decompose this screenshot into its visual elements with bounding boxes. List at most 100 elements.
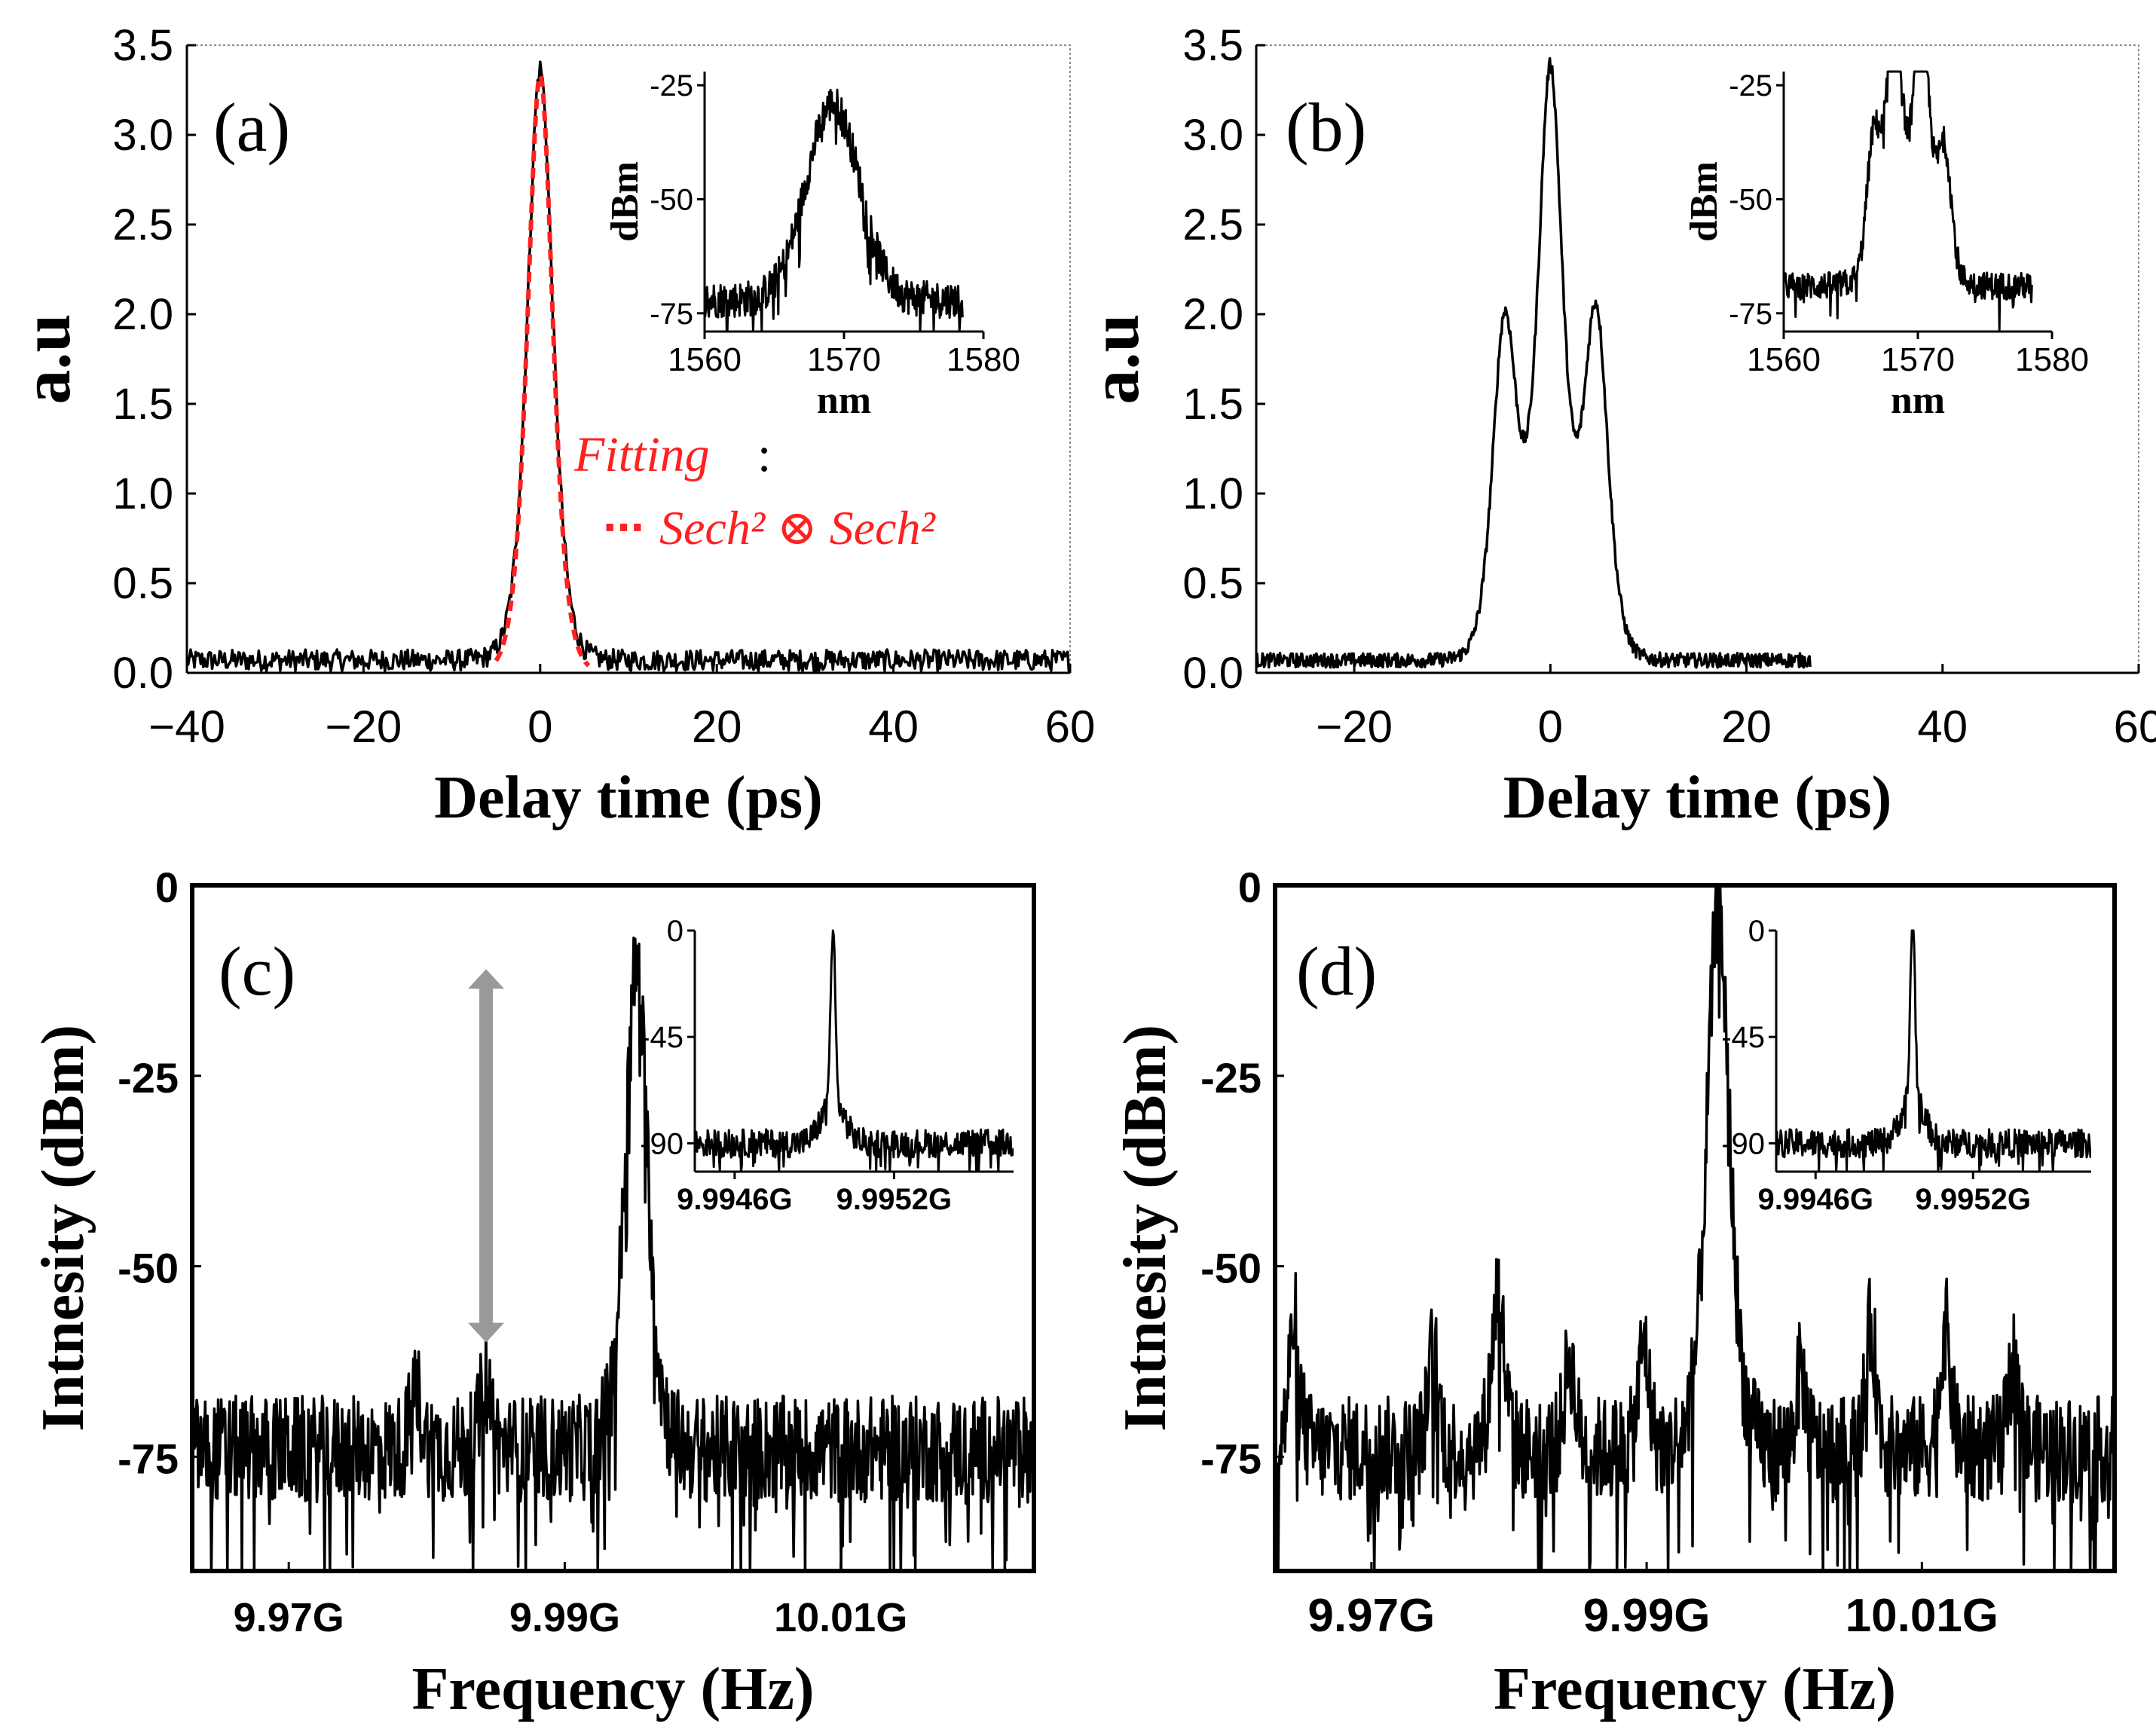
legend-dotted-marker: ∙∙∙ (603, 499, 644, 555)
series-line-rf-spectrum (192, 936, 1034, 1571)
y-axis-label: Intnesity (dBm) (1112, 1025, 1179, 1432)
fitting-annotation: Fitting (573, 427, 710, 482)
series-line-rf-spectrum (1275, 885, 2115, 1571)
plot-frame (1273, 883, 2117, 1573)
inset-x-axis-label: nm (817, 379, 871, 422)
double-arrow-shaft (479, 986, 494, 1326)
y-tick-label: -75 (118, 1435, 179, 1482)
x-tick-label: 20 (1721, 701, 1772, 752)
inset-y-tick-label: -90 (1721, 1127, 1765, 1160)
y-tick-label: 1.5 (112, 380, 173, 429)
panel-a: 0.0 0.5 1.0 1.5 2.0 2.5 3.0 3.5 −40 −20 0 20 40 60 Del… (8, 21, 1095, 831)
y-tick-label: 2.0 (1182, 290, 1243, 339)
panel-label: (a) (213, 89, 290, 166)
y-tick-label: 0.5 (1182, 559, 1243, 608)
double-arrow-head-down (468, 1322, 505, 1343)
x-tick-label: 9.97G (1307, 1590, 1435, 1642)
plot-frame (1255, 44, 2139, 674)
y-tick-label: -75 (1200, 1435, 1261, 1482)
inset-series-line (1784, 70, 2033, 332)
inset-x-tick-label: 1570 (807, 341, 881, 378)
y-axis-label: a.u (1076, 313, 1153, 404)
x-axis-label: Frequency (Hz) (412, 1656, 815, 1722)
y-tick-label: 1.0 (112, 469, 173, 518)
double-arrow-head-up (468, 969, 505, 989)
x-axis-label: Frequency (Hz) (1494, 1656, 1896, 1722)
panel-b: 0.0 0.5 1.0 1.5 2.0 2.5 3.0 3.5 −20 0 20 40 60 Delay … (1076, 21, 2156, 831)
inset-x-tick-label: 9.9952G (1916, 1183, 2031, 1216)
y-tick-label: 0.5 (112, 559, 173, 608)
inset-x-tick-label: 9.9946G (1758, 1183, 1873, 1216)
inset-series-line (705, 88, 964, 332)
x-tick-label: 10.01G (774, 1595, 907, 1640)
y-axis-label: a.u (8, 313, 84, 404)
inset-d: 0 -45 -90 9.9946G 9.9952G (1721, 915, 2091, 1216)
x-tick-label: 0 (1538, 701, 1563, 752)
x-axis-label: Delay time (ps) (1503, 765, 1891, 831)
y-tick-label: 1.0 (1182, 469, 1243, 518)
y-tick-label: 2.5 (112, 200, 173, 249)
x-tick-label: 0 (528, 701, 552, 752)
y-tick-label: 3.0 (112, 111, 173, 160)
panel-label: (c) (219, 933, 295, 1010)
y-tick-label: 3.0 (1182, 111, 1243, 160)
series-line-autocorrelation (187, 60, 1070, 673)
x-tick-label: 10.01G (1846, 1590, 1999, 1642)
panel-label: (b) (1286, 89, 1366, 166)
inset-y-tick-label: -90 (640, 1127, 683, 1160)
inset-x-tick-label: 1580 (946, 341, 1020, 378)
inset-y-tick-label: -50 (650, 183, 693, 216)
inset-y-tick-label: -25 (650, 69, 693, 102)
y-tick-label: 3.5 (1182, 21, 1243, 70)
y-tick-label: 0 (155, 863, 179, 911)
inset-y-tick-label: -45 (640, 1021, 683, 1054)
inset-a: -25 -50 -75 1560 1570 1580 nm dBm (604, 69, 1020, 422)
x-tick-label: 60 (2114, 701, 2156, 752)
panel-label: (d) (1296, 933, 1377, 1010)
inset-x-tick-label: 1570 (1881, 341, 1955, 378)
inset-y-tick-label: 0 (667, 915, 683, 948)
x-tick-label: 9.97G (234, 1595, 344, 1640)
inset-y-tick-label: -75 (1729, 298, 1772, 331)
y-axis-label: Intnesity (dBm) (30, 1025, 96, 1432)
x-tick-label: 40 (868, 701, 919, 752)
inset-y-tick-label: -25 (1729, 69, 1772, 102)
x-tick-label: 40 (1917, 701, 1968, 752)
inset-y-axis-label: dBm (1683, 161, 1726, 242)
x-tick-label: −20 (326, 701, 402, 752)
x-tick-label: 60 (1045, 701, 1096, 752)
inset-y-tick-label: 0 (1748, 915, 1765, 948)
y-tick-label: 0.0 (1182, 649, 1243, 698)
inset-y-tick-label: -45 (1721, 1021, 1765, 1054)
inset-x-tick-label: 9.9952G (836, 1183, 952, 1216)
plot-frame (190, 883, 1036, 1573)
panel-d: 0 -25 -50 -75 9.97G 9.99G 10.01G Frequency (Hz)… (1112, 863, 2117, 1722)
x-axis-label: Delay time (ps) (434, 765, 822, 831)
series-line-autocorrelation (1256, 57, 1812, 669)
inset-x-tick-label: 1560 (1747, 341, 1821, 378)
panel-c: 0 -25 -50 -75 9.97G 9.99G 10.01G Frequency (Hz)… (30, 863, 1036, 1722)
inset-series-line (695, 929, 1014, 1172)
inset-c: 0 -45 -90 9.9946G 9.9952G (640, 915, 1014, 1216)
inset-y-tick-label: -75 (650, 298, 693, 331)
y-tick-label: 1.5 (1182, 380, 1243, 429)
inset-y-tick-label: -50 (1729, 183, 1772, 216)
inset-x-axis-label: nm (1891, 379, 1945, 422)
x-tick-label: −20 (1316, 701, 1393, 752)
inset-series-line (1776, 929, 2091, 1172)
y-tick-label: -50 (118, 1245, 179, 1292)
y-tick-label: -50 (1200, 1245, 1261, 1292)
inset-x-tick-label: 1580 (2015, 341, 2089, 378)
inset-b: -25 -50 -75 1560 1570 1580 nm dBm (1683, 69, 2089, 422)
inset-x-tick-label: 1560 (668, 341, 742, 378)
series-line-sech-sech-fit (494, 73, 591, 668)
inset-x-tick-label: 9.9946G (677, 1183, 792, 1216)
inset-y-axis-label: dBm (604, 161, 647, 242)
y-tick-label: 3.5 (112, 21, 173, 70)
plot-frame (186, 44, 1071, 674)
fitting-colon: : (757, 427, 771, 482)
y-tick-label: -25 (1200, 1054, 1261, 1102)
x-tick-label: −40 (148, 701, 225, 752)
y-tick-label: 0.0 (112, 649, 173, 698)
